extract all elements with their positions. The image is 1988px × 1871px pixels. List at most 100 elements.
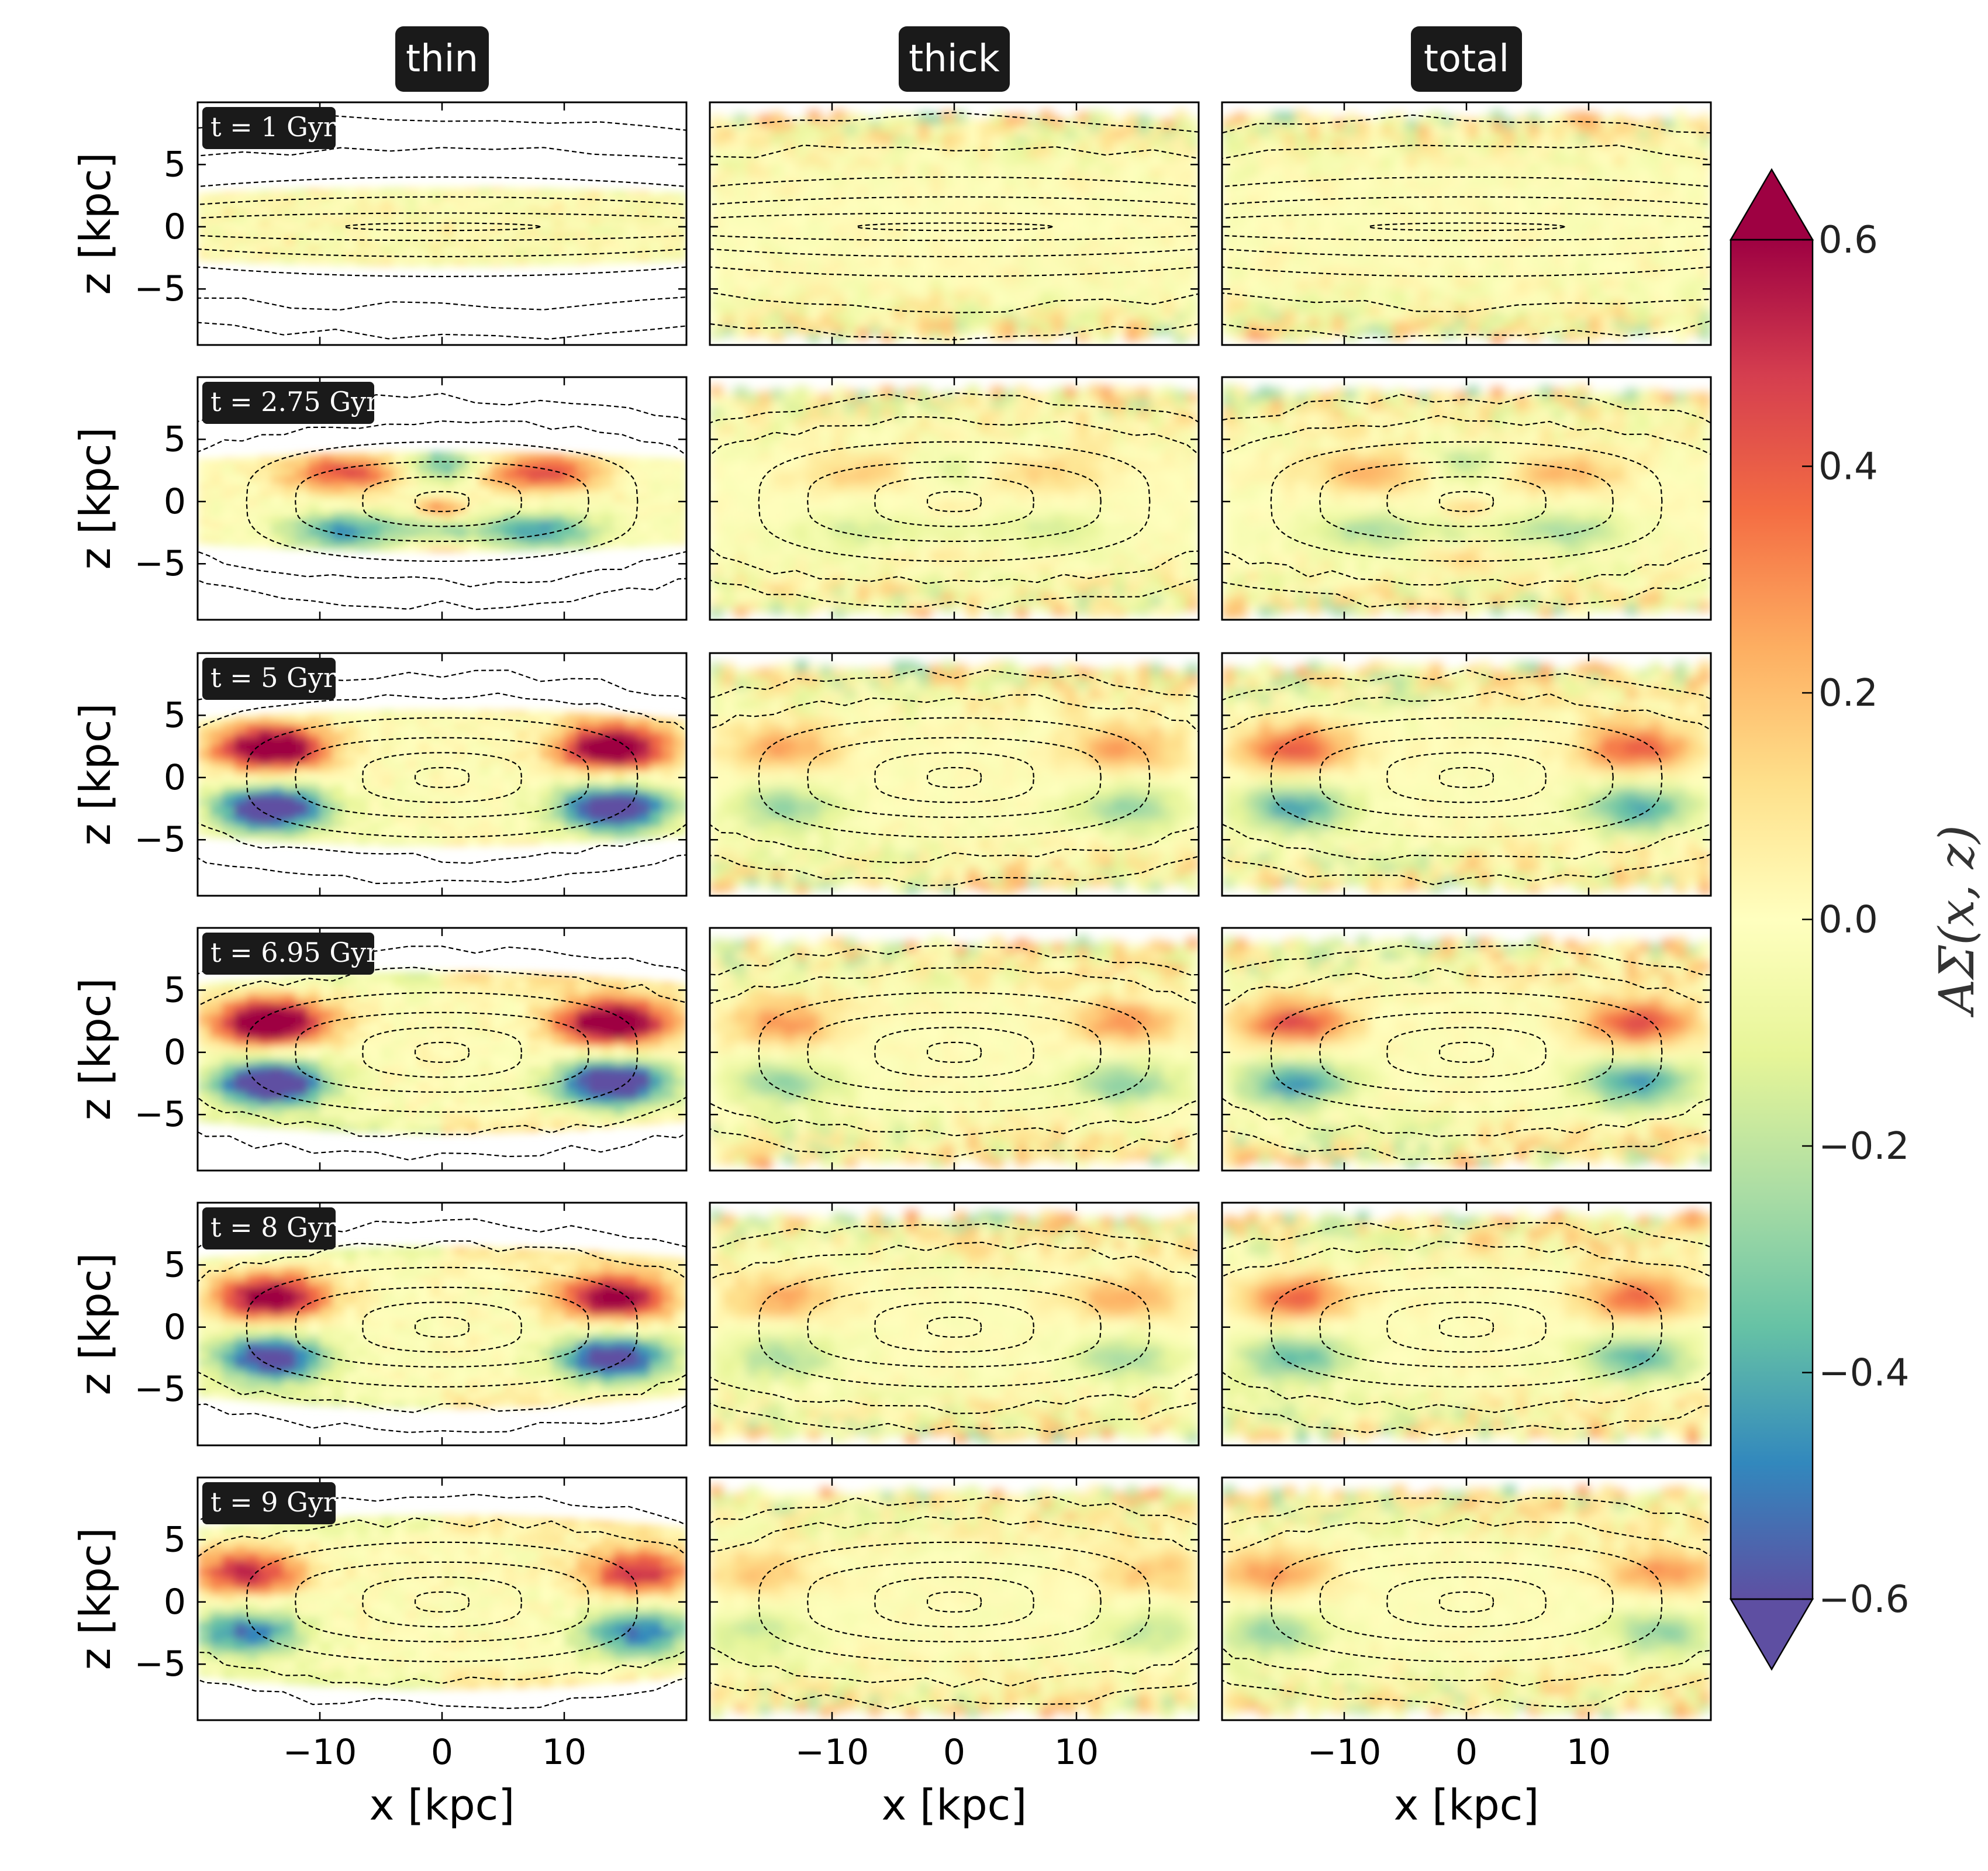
heatmap-cell — [1137, 564, 1151, 575]
heatmap-cell — [1430, 164, 1443, 175]
heatmap-cell — [1064, 429, 1077, 440]
heatmap-cell — [1368, 246, 1382, 257]
heatmap-cell — [807, 531, 821, 543]
heatmap-cell — [1064, 553, 1077, 565]
heatmap-cell — [478, 209, 492, 213]
heatmap-cell — [381, 474, 394, 480]
heatmap-cell — [454, 244, 467, 249]
heatmap-cell — [1332, 605, 1345, 616]
heatmap-cell — [1100, 321, 1114, 332]
heatmap-cell — [746, 392, 760, 403]
heatmap-cell — [209, 223, 223, 227]
heatmap-cell — [552, 192, 565, 196]
heatmap-cell — [430, 223, 443, 227]
heatmap-cell — [1258, 512, 1272, 523]
heatmap-cell — [771, 310, 784, 322]
asymmetry-map — [710, 385, 1199, 619]
heatmap-cell — [1283, 551, 1296, 562]
heatmap-cell — [258, 243, 272, 247]
heatmap-cell — [1380, 521, 1394, 532]
contour-line — [1222, 176, 1711, 278]
heatmap-cell — [746, 451, 760, 462]
heatmap-cell — [246, 210, 260, 215]
heatmap-cell — [1100, 481, 1114, 492]
heatmap-cell — [1258, 206, 1272, 217]
heatmap-cell — [783, 129, 796, 140]
heatmap-cell — [966, 406, 979, 417]
heatmap-cell — [332, 233, 345, 238]
heatmap-cell — [734, 216, 747, 227]
heatmap-cell — [1246, 206, 1259, 218]
heatmap-cell — [466, 470, 479, 475]
heatmap-cell — [588, 199, 602, 203]
heatmap-cell — [613, 485, 626, 490]
heatmap-cell — [454, 219, 467, 224]
heatmap-cell — [258, 247, 272, 251]
heatmap-cell — [308, 202, 320, 207]
heatmap-cell — [1222, 216, 1235, 227]
heatmap-cell — [1466, 439, 1479, 450]
heatmap-cell — [1186, 442, 1199, 453]
heatmap-cell — [1234, 522, 1247, 534]
heatmap-cell — [1295, 521, 1309, 532]
heatmap-cell — [1552, 237, 1565, 248]
heatmap-cell — [503, 194, 516, 199]
heatmap-cell — [978, 305, 992, 315]
heatmap-cell — [771, 562, 784, 574]
heatmap-cell — [1454, 167, 1467, 178]
heatmap-cell — [198, 486, 210, 491]
heatmap-cell — [540, 532, 553, 537]
heatmap-cell — [1466, 564, 1479, 576]
heatmap-cell — [454, 208, 467, 213]
heatmap-cell — [1040, 279, 1053, 291]
heatmap-cell — [746, 491, 760, 502]
heatmap-cell — [734, 125, 747, 136]
heatmap-cell — [942, 561, 955, 573]
heatmap-cell — [1064, 491, 1077, 502]
heatmap-cell — [1430, 289, 1443, 301]
heatmap-cell — [1003, 512, 1016, 523]
heatmap-cell — [332, 506, 345, 511]
heatmap-cell — [807, 430, 821, 442]
heatmap-cell — [1356, 533, 1369, 544]
heatmap-cell — [1589, 226, 1602, 238]
heatmap-cell — [1234, 512, 1247, 523]
heatmap-cell — [807, 311, 821, 322]
heatmap-cell — [1503, 147, 1516, 158]
heatmap-cell — [1503, 482, 1516, 492]
heatmap-cell — [1246, 482, 1259, 492]
heatmap-cell — [1442, 247, 1455, 258]
heatmap-cell — [674, 505, 686, 510]
heatmap-cell — [320, 251, 333, 256]
heatmap-cell — [222, 198, 235, 202]
heatmap-cell — [405, 256, 419, 260]
heatmap-cell — [234, 469, 247, 474]
heatmap-cell — [746, 306, 760, 317]
heatmap-cell — [893, 541, 906, 553]
heatmap-cell — [600, 485, 614, 490]
heatmap-cell — [1088, 301, 1102, 312]
heatmap-cell — [1430, 401, 1443, 412]
heatmap-cell — [466, 519, 479, 525]
heatmap-cell — [222, 195, 235, 199]
heatmap-cell — [295, 514, 309, 520]
heatmap-cell — [320, 453, 333, 459]
heatmap-cell — [540, 471, 553, 476]
heatmap-cell — [393, 510, 406, 516]
heatmap-cell — [1380, 462, 1394, 472]
heatmap-cell — [405, 226, 419, 231]
heatmap-cell — [442, 510, 455, 516]
heatmap-cell — [1271, 481, 1284, 492]
heatmap-cell — [1503, 256, 1516, 267]
heatmap-cell — [746, 501, 760, 512]
heatmap-cell — [1015, 522, 1028, 534]
heatmap-cell — [368, 251, 382, 256]
heatmap-cell — [332, 510, 345, 516]
heatmap-cell — [893, 481, 906, 492]
heatmap-cell — [783, 572, 796, 584]
heatmap-cell — [868, 128, 882, 139]
heatmap-cell — [1100, 512, 1114, 523]
heatmap-cell — [978, 491, 992, 502]
heatmap-cell — [1393, 440, 1406, 451]
heatmap-cell — [1076, 195, 1089, 207]
